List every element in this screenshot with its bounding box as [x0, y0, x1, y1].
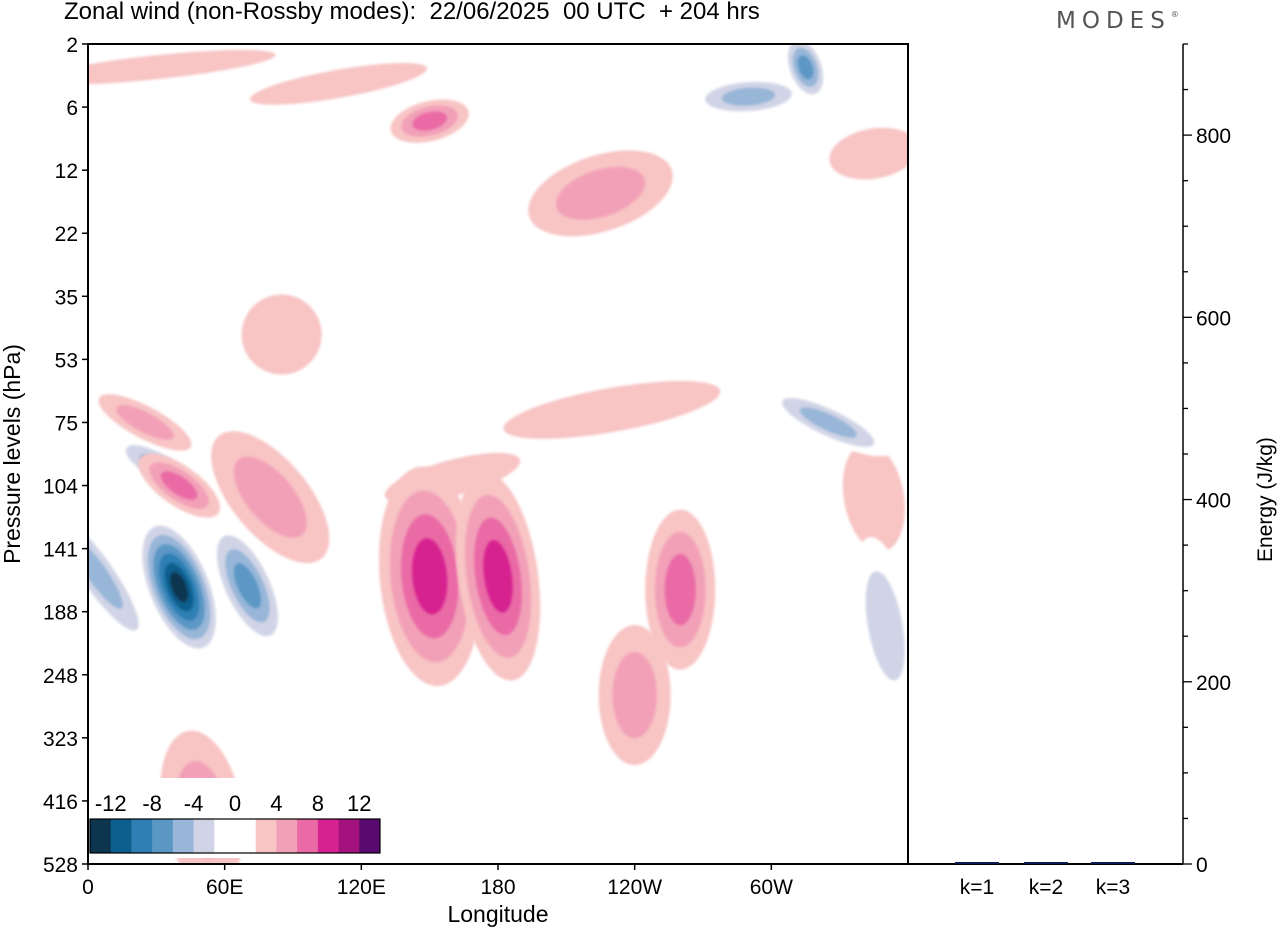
pressure-tick-label: 248 — [43, 665, 78, 688]
field-contour — [160, 471, 198, 500]
field-contour — [88, 538, 123, 609]
energy-bar — [1024, 862, 1068, 864]
field-stripe — [799, 193, 880, 254]
logo-text: MODES — [1056, 8, 1171, 34]
longitude-tick-label: 180 — [480, 876, 515, 899]
longitude-tick-label: 60E — [206, 876, 243, 899]
colorbar-swatch — [255, 819, 277, 853]
wavenumber-label: k=3 — [1096, 876, 1130, 899]
colorbar-swatch — [297, 819, 319, 853]
pressure-tick-label: 75 — [55, 412, 78, 435]
colorbar-label: 12 — [347, 791, 371, 816]
colorbar-swatch — [338, 819, 360, 853]
colorbar-label: 8 — [312, 791, 324, 816]
colorbar-swatch — [152, 819, 174, 853]
colorbar-label: 4 — [270, 791, 282, 816]
field-contour — [483, 540, 513, 613]
energy-tick-label: 600 — [1196, 307, 1231, 330]
field-stripe — [241, 294, 322, 375]
field-contour — [664, 554, 696, 626]
field-stripe — [684, 733, 745, 864]
modes-logo: MODES® — [1056, 8, 1179, 34]
colorbar-label: -12 — [95, 791, 127, 816]
field-stripe — [88, 49, 276, 85]
longitude-tick-label: 120E — [337, 876, 386, 899]
field-contour — [721, 87, 776, 106]
field-contour — [412, 538, 448, 615]
colorbar-swatch — [193, 819, 215, 853]
pressure-tick-label: 416 — [43, 791, 78, 814]
field-contour — [233, 563, 262, 609]
wavenumber-label: k=2 — [1029, 876, 1063, 899]
energy-bar — [955, 862, 999, 864]
energy-tick-label: 0 — [1196, 854, 1208, 877]
energy-axis-label: Energy (J/kg) — [1254, 437, 1277, 562]
energy-tick-label: 200 — [1196, 672, 1231, 695]
pressure-tick-label: 6 — [66, 97, 78, 120]
field-stripe — [829, 127, 908, 180]
colorbar-swatch — [110, 819, 132, 853]
colorbar-swatch — [276, 819, 298, 853]
field-stripe — [503, 381, 721, 439]
field-contour — [412, 111, 448, 131]
field-contour — [170, 572, 189, 602]
chart-title: Zonal wind (non-Rossby modes): 22/06/202… — [64, 0, 760, 25]
pressure-tick-label: 53 — [55, 349, 78, 372]
energy-bar — [1091, 862, 1135, 864]
wavenumber-label: k=1 — [960, 876, 994, 899]
energy-tick-label: 400 — [1196, 490, 1231, 513]
energy-tick-label: 800 — [1196, 125, 1231, 148]
field-stripe — [842, 442, 905, 552]
field-contour — [865, 571, 905, 681]
colorbar-swatch — [90, 819, 112, 853]
colorbar-swatch — [317, 819, 340, 853]
longitude-tick-label: 60W — [750, 876, 793, 899]
field-stripe — [517, 319, 638, 356]
y-axis-label: Pressure levels (hPa) — [0, 344, 25, 564]
longitude-tick-label: 120W — [607, 876, 662, 899]
field-stripe — [700, 447, 752, 528]
colorbar-frame — [89, 818, 381, 854]
field-stripe — [249, 62, 428, 105]
field-contour — [233, 456, 307, 538]
pressure-tick-label: 104 — [43, 476, 78, 499]
field-contour — [797, 55, 814, 80]
field-contour — [556, 166, 645, 220]
pressure-tick-label: 323 — [43, 728, 78, 751]
pressure-tick-label: 2 — [66, 34, 78, 57]
colorbar-swatch — [131, 819, 153, 853]
colorbar-swatch — [235, 819, 257, 853]
field-contour — [612, 651, 657, 739]
logo-mark: ® — [1170, 10, 1179, 19]
colorbar-label: 0 — [229, 791, 241, 816]
field-contour — [799, 407, 857, 438]
colorbar-swatch — [214, 819, 236, 853]
pressure-tick-label: 528 — [43, 854, 78, 877]
colorbar-label: -8 — [142, 791, 162, 816]
pressure-tick-label: 141 — [43, 539, 78, 562]
field-stripe — [126, 306, 187, 327]
longitude-tick-label: 0 — [82, 876, 94, 899]
colorbar-label: -4 — [184, 791, 204, 816]
field-contour — [116, 405, 174, 440]
pressure-tick-label: 188 — [43, 602, 78, 625]
colorbar-swatch — [359, 819, 381, 853]
pressure-tick-label: 35 — [55, 286, 78, 309]
pressure-tick-label: 22 — [55, 223, 78, 246]
x-axis-label: Longitude — [447, 901, 548, 927]
wind-field — [88, 44, 908, 864]
colorbar-swatch — [172, 819, 195, 853]
pressure-tick-label: 12 — [55, 160, 78, 183]
